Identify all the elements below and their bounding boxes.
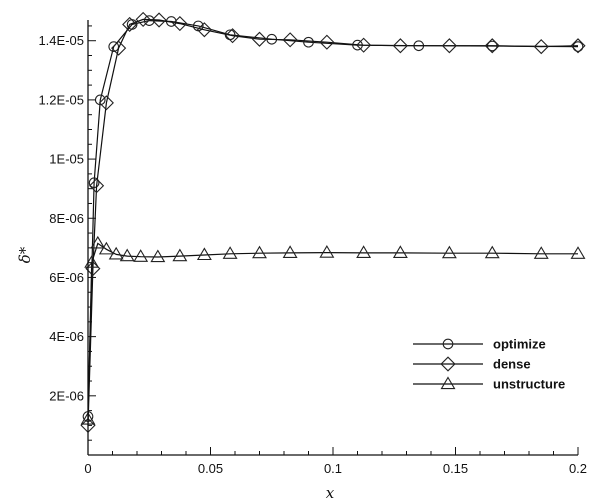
series-unstructure: [80, 235, 586, 425]
legend-label-unstructure: unstructure: [493, 377, 565, 392]
series-dense: [80, 11, 586, 433]
data-point-unstructure-19: [570, 246, 586, 259]
y-tick-label: 2E-06: [49, 388, 84, 403]
data-point-unstructure-2: [90, 235, 106, 249]
data-point-unstructure-8: [172, 248, 188, 262]
y-tick-label: 8E-06: [49, 211, 84, 226]
y-tick-label: 6E-06: [49, 270, 84, 285]
x-tick-label: 0.15: [443, 461, 468, 476]
legend-item-unstructure: unstructure: [413, 376, 565, 392]
data-point-dense-4: [111, 40, 127, 56]
data-point-unstructure-12: [282, 245, 298, 258]
series-line-unstructure: [87, 242, 578, 420]
legend-item-optimize: optimize: [413, 337, 546, 352]
data-point-optimize-5: [143, 15, 155, 26]
data-point-dense-16: [441, 38, 457, 54]
x-tick-label: 0: [84, 461, 91, 476]
data-point-unstructure-10: [222, 246, 238, 259]
data-point-dense-12: [282, 32, 298, 48]
data-point-unstructure-4: [108, 246, 124, 260]
y-axis-label: δ*: [16, 246, 34, 263]
data-point-unstructure-14: [356, 245, 372, 258]
series-line-dense: [87, 18, 579, 426]
data-point-unstructure-11: [252, 245, 267, 259]
data-point-dense-8: [172, 15, 188, 32]
data-point-unstructure-13: [319, 245, 335, 258]
data-point-dense-5: [122, 16, 138, 33]
legend-marker-optimize: [442, 338, 454, 350]
x-tick-label: 0.2: [569, 461, 587, 476]
data-point-unstructure-7: [150, 249, 166, 263]
data-point-dense-3: [98, 95, 114, 111]
data-point-dense-2: [88, 178, 105, 194]
data-point-unstructure-16: [441, 245, 457, 259]
x-tick-label: 0.1: [324, 461, 342, 476]
data-point-dense-9: [196, 22, 212, 38]
data-point-dense-13: [319, 34, 335, 50]
legend-marker-unstructure: [440, 376, 456, 390]
x-axis-label: x: [326, 484, 335, 502]
data-point-unstructure-5: [119, 248, 135, 262]
data-point-optimize-3: [108, 41, 120, 52]
data-point-dense-11: [251, 31, 268, 47]
data-point-dense-10: [224, 28, 241, 44]
data-point-dense-17: [484, 38, 500, 54]
legend-label-optimize: optimize: [493, 337, 546, 352]
legend-item-dense: dense: [413, 356, 531, 372]
data-point-optimize-14: [572, 41, 584, 52]
data-point-dense-19: [570, 38, 586, 54]
data-point-dense-18: [533, 39, 549, 55]
data-point-unstructure-17: [484, 245, 500, 259]
y-tick-label: 4E-06: [49, 329, 84, 344]
y-tick-label: 1E-05: [49, 152, 84, 167]
plot-area: [80, 11, 586, 433]
data-point-unstructure-6: [133, 249, 149, 262]
legend-label-dense: dense: [493, 357, 531, 372]
legend-marker-dense: [440, 356, 456, 372]
data-point-dense-15: [392, 38, 408, 54]
data-point-dense-6: [135, 11, 151, 27]
data-point-unstructure-18: [533, 246, 549, 259]
data-point-dense-14: [356, 37, 372, 53]
axes: 0 0.05 0.1 0.15 0.2 2E-06 4E-06 6E-06 8E-06 1E-05…: [38, 20, 587, 476]
legend: optimize dense unstructure: [413, 337, 565, 392]
data-point-unstructure-3: [98, 241, 114, 255]
data-point-optimize-10: [303, 36, 314, 48]
data-point-dense-7: [151, 12, 167, 28]
x-tick-label: 0.05: [198, 461, 223, 476]
data-point-unstructure-15: [392, 245, 408, 258]
y-tick-label: 1.4E-05: [38, 33, 84, 48]
data-point-optimize-1: [88, 177, 100, 189]
y-tick-label: 1.2E-05: [38, 92, 84, 107]
data-point-unstructure-9: [196, 247, 212, 261]
